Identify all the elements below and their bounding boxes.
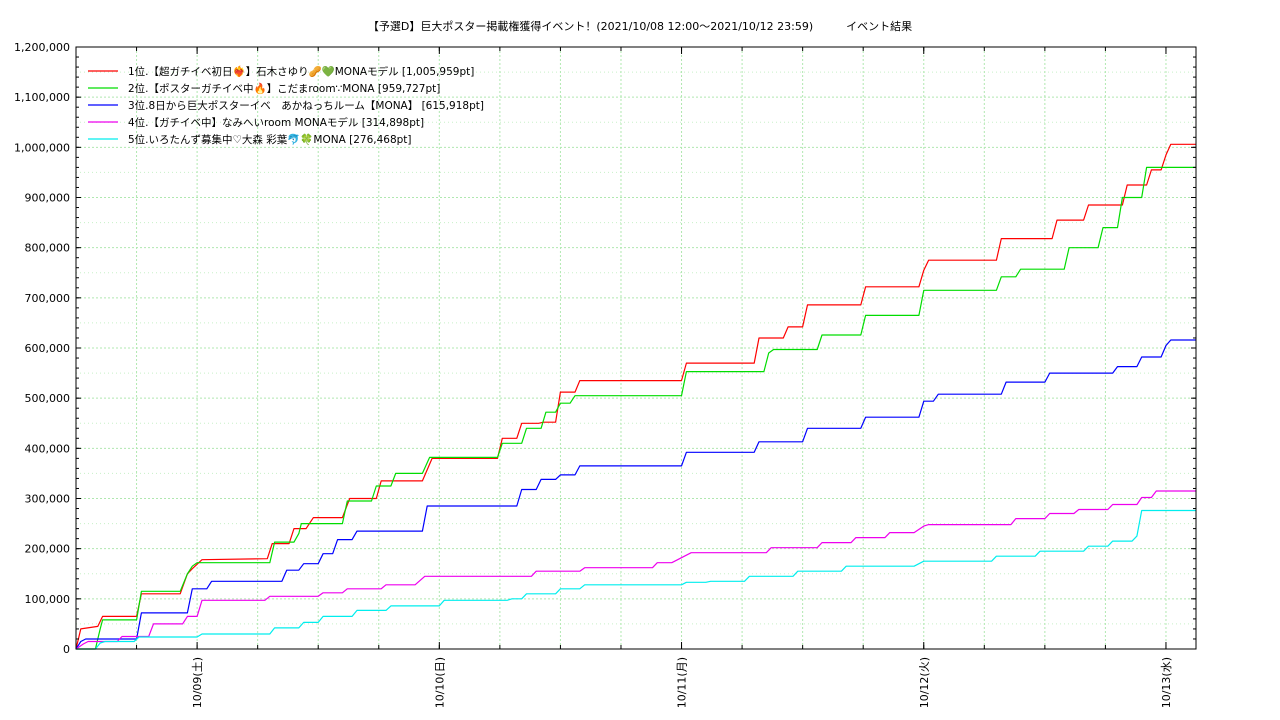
x-tick-label: 10/10(日)	[433, 657, 446, 708]
y-tick-label: 100,000	[25, 593, 71, 606]
legend: 1位.【超ガチイベ初日❤️‍🔥】石木さゆり🥜💚MONAモデル [1,005,95…	[88, 64, 484, 146]
series-line-3	[75, 339, 1196, 650]
y-tick-label: 400,000	[25, 442, 71, 455]
series-line-2	[76, 166, 1196, 650]
y-tick-label: 1,000,000	[14, 141, 70, 154]
legend-label-5: 5位.いろたんず募集中♡大森 彩葉🐬🍀MONA [276,468pt]	[128, 133, 412, 146]
y-tick-label: 1,200,000	[14, 41, 70, 54]
y-tick-label: 0	[63, 643, 70, 656]
grid-lines	[76, 47, 1196, 649]
x-tick-label: 10/09(土)	[191, 657, 204, 708]
series-line-4	[75, 490, 1196, 650]
legend-label-3: 3位.8日から巨大ポスターイベ あかねっちルーム【MONA】 [615,918p…	[128, 99, 484, 112]
legend-label-1: 1位.【超ガチイベ初日❤️‍🔥】石木さゆり🥜💚MONAモデル [1,005,95…	[128, 64, 474, 78]
axis-ticks: 0 100,000 200,000 300,000 400,000 500,000 600,…	[14, 41, 1196, 708]
series-line-5	[76, 509, 1196, 650]
chart-title: 【予選D】巨大ポスター掲載権獲得イベント！(2021/10/08 12:00〜2…	[367, 20, 913, 33]
x-tick-label: 10/12(火)	[918, 657, 931, 708]
series-line-1	[75, 143, 1196, 650]
y-tick-label: 900,000	[25, 192, 71, 205]
x-tick-label: 10/13(水)	[1160, 657, 1173, 708]
y-tick-label: 500,000	[25, 392, 71, 405]
legend-label-4: 4位.【ガチイベ中】なみへいroom MONAモデル [314,898pt]	[128, 116, 424, 129]
legend-label-2: 2位.【ポスターガチイベ中🔥】こだまroom∵MONA [959,727pt]	[128, 82, 440, 95]
y-tick-label: 600,000	[25, 342, 71, 355]
y-tick-label: 300,000	[25, 493, 71, 506]
y-tick-label: 700,000	[25, 292, 71, 305]
y-tick-label: 200,000	[25, 543, 71, 556]
y-tick-label: 1,100,000	[14, 91, 70, 104]
series-layer	[75, 143, 1196, 650]
y-tick-label: 800,000	[25, 242, 71, 255]
x-tick-label: 10/11(月)	[676, 657, 689, 708]
